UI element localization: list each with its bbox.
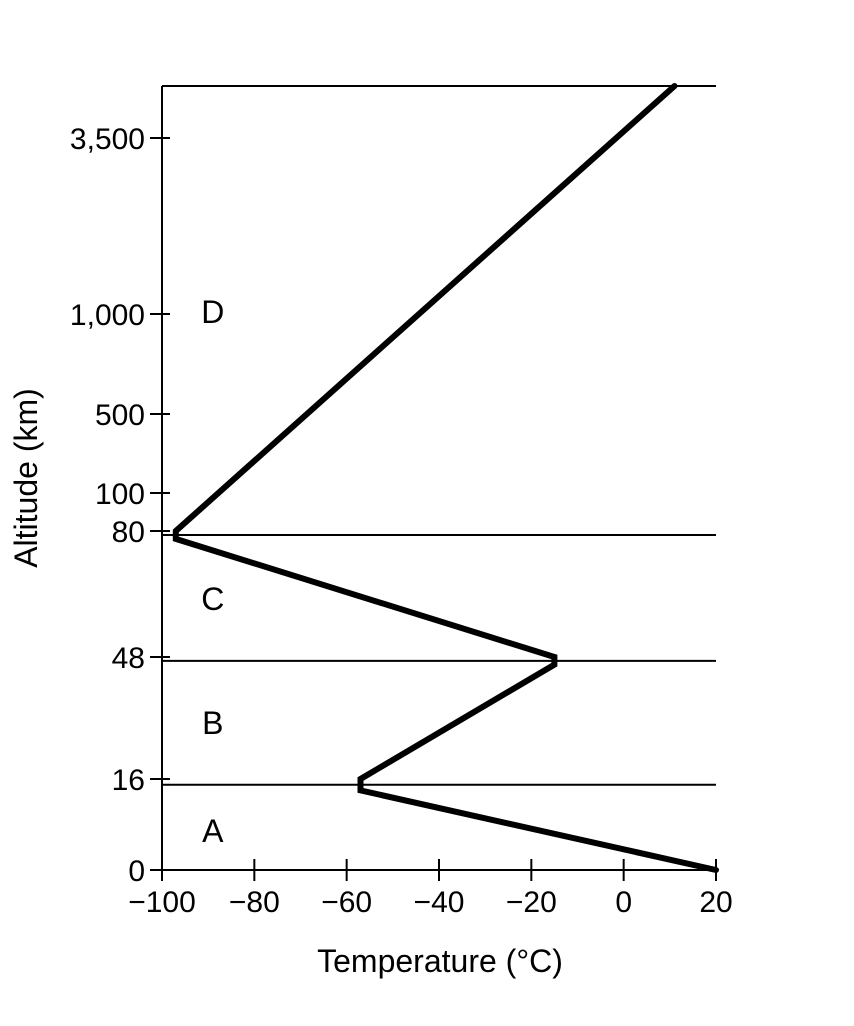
y-tick-label: 48 <box>112 642 145 675</box>
y-tick-label: 100 <box>95 478 145 511</box>
x-axis-title: Temperature (°C) <box>317 943 563 979</box>
layer-boundary-lines <box>162 533 716 786</box>
x-tick-label: −100 <box>128 886 196 919</box>
y-tick-label: 0 <box>128 855 145 888</box>
x-tick-label: −60 <box>321 886 372 919</box>
y-ticks: 0 16 48 80 100 500 1,000 3,500 <box>70 123 170 888</box>
layer-label: B <box>202 705 223 741</box>
x-tick-label: 0 <box>615 886 632 919</box>
y-tick-label: 80 <box>112 516 145 549</box>
x-tick-label: −20 <box>506 886 557 919</box>
y-tick-label: 1,000 <box>70 299 145 332</box>
layer-label: A <box>202 813 224 849</box>
x-ticks: −100 −80 −60 −40 −20 0 20 <box>128 859 733 919</box>
y-tick-label: 16 <box>112 764 145 797</box>
y-tick-label: 500 <box>95 399 145 432</box>
layer-label: D <box>201 294 224 330</box>
x-tick-label: −80 <box>229 886 280 919</box>
y-axis-title: Altitude (km) <box>8 388 44 568</box>
temperature-profile-line <box>172 83 719 873</box>
x-tick-label: −40 <box>414 886 465 919</box>
x-tick-label: 20 <box>699 886 732 919</box>
layer-label: C <box>201 581 224 617</box>
layer-labels: A B C D <box>201 294 224 849</box>
series <box>172 83 719 873</box>
axes <box>161 85 717 871</box>
y-tick-label: 3,500 <box>70 123 145 156</box>
